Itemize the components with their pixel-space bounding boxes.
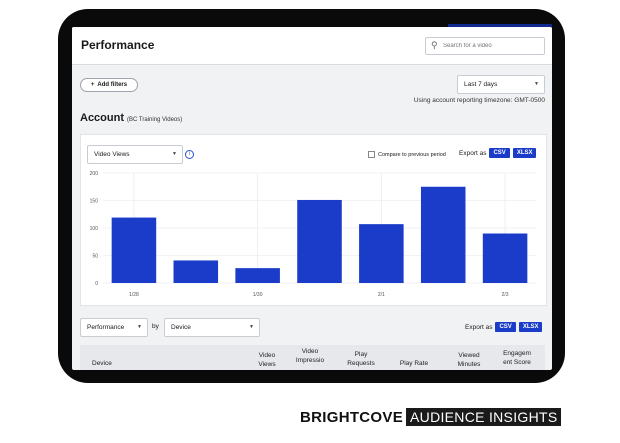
app-screen: Performance ⚲ + Add filters Last 7 days … bbox=[72, 27, 552, 370]
export-xlsx-button[interactable]: XLSX bbox=[518, 322, 543, 332]
chart-export: Export as CSV XLSX bbox=[459, 148, 537, 158]
column-header-play-requests[interactable]: Play Requests bbox=[347, 351, 375, 367]
chevron-down-icon: ▼ bbox=[172, 151, 177, 157]
x-tick-label: 1/30 bbox=[253, 292, 263, 298]
x-tick-label: 2/1 bbox=[378, 292, 385, 298]
chart-card: Video Views ▼ i Compare to previous peri… bbox=[80, 134, 547, 306]
bar-chart: 0 50 100 150 200 1/28 1/30 2/1 2/3 bbox=[90, 171, 536, 298]
column-header-viewed-minutes[interactable]: Viewed Minutes bbox=[457, 352, 481, 368]
table-header: Device Video Views Video Impressio Play … bbox=[80, 345, 545, 370]
export-xlsx-button[interactable]: XLSX bbox=[512, 148, 537, 158]
timezone-note: Using account reporting timezone: GMT-05… bbox=[413, 97, 545, 104]
y-tick-label: 0 bbox=[95, 281, 98, 287]
y-tick-label: 100 bbox=[90, 226, 99, 232]
info-icon[interactable]: i bbox=[185, 150, 194, 159]
compare-toggle[interactable]: Compare to previous period bbox=[368, 151, 446, 158]
search-input[interactable] bbox=[443, 40, 539, 51]
by-label: by bbox=[152, 323, 159, 330]
table-metric-select[interactable]: Performance ▼ bbox=[80, 318, 148, 337]
export-csv-button[interactable]: CSV bbox=[489, 148, 510, 158]
search-icon: ⚲ bbox=[431, 40, 438, 50]
table-export: Export as CSV XLSX bbox=[465, 322, 543, 332]
column-header-device[interactable]: Device bbox=[92, 360, 112, 367]
bar bbox=[482, 233, 528, 283]
table-controls: Performance ▼ by Device ▼ Export as CSV … bbox=[80, 318, 545, 338]
x-tick-label: 1/28 bbox=[129, 292, 139, 298]
brand-name: BRIGHTCOVE bbox=[300, 408, 404, 426]
export-csv-button[interactable]: CSV bbox=[495, 322, 516, 332]
metric-select[interactable]: Video Views ▼ bbox=[87, 145, 183, 164]
bar bbox=[235, 268, 280, 283]
dimension-select[interactable]: Device ▼ bbox=[164, 318, 260, 337]
metric-value: Video Views bbox=[94, 151, 130, 158]
chevron-down-icon: ▼ bbox=[249, 324, 254, 330]
y-tick-label: 50 bbox=[92, 254, 98, 260]
export-label: Export as bbox=[465, 323, 493, 331]
column-header-video-impressions[interactable]: Video Impressio bbox=[295, 348, 325, 364]
column-header-engagement-score[interactable]: Engagem ent Score bbox=[503, 350, 531, 366]
top-accent-bar bbox=[448, 24, 552, 28]
compare-checkbox[interactable] bbox=[368, 151, 375, 158]
y-tick-label: 200 bbox=[90, 171, 99, 177]
page-title: Performance bbox=[81, 38, 155, 52]
x-tick-label: 2/3 bbox=[502, 292, 509, 298]
plus-icon: + bbox=[90, 82, 95, 88]
add-filters-button[interactable]: + Add filters bbox=[80, 78, 138, 92]
date-range-select[interactable]: Last 7 days ▼ bbox=[457, 75, 545, 94]
export-label: Export as bbox=[459, 149, 487, 157]
column-header-video-views[interactable]: Video Views bbox=[258, 352, 276, 368]
compare-label: Compare to previous period bbox=[378, 151, 446, 158]
account-title: Account bbox=[80, 112, 124, 124]
account-heading: Account (BC Training Videos) bbox=[80, 112, 182, 124]
bar bbox=[111, 217, 157, 283]
brand-logo: BRIGHTCOVE AUDIENCE INSIGHTS bbox=[300, 408, 562, 426]
chevron-down-icon: ▼ bbox=[137, 324, 142, 330]
brand-product: AUDIENCE INSIGHTS bbox=[406, 408, 562, 426]
y-tick-label: 150 bbox=[90, 199, 99, 205]
bar bbox=[420, 186, 466, 283]
dimension-value: Device bbox=[171, 324, 191, 331]
account-subtitle: (BC Training Videos) bbox=[127, 117, 183, 123]
date-range-value: Last 7 days bbox=[464, 81, 498, 88]
add-filters-label: Add filters bbox=[97, 82, 128, 88]
app-header: Performance ⚲ bbox=[72, 27, 552, 65]
table-metric-value: Performance bbox=[87, 324, 125, 331]
bar bbox=[297, 199, 342, 283]
search-box[interactable]: ⚲ bbox=[425, 37, 545, 55]
column-header-play-rate[interactable]: Play Rate bbox=[399, 360, 429, 367]
bar bbox=[359, 224, 404, 283]
bar bbox=[173, 260, 219, 283]
chevron-down-icon: ▼ bbox=[534, 81, 539, 87]
